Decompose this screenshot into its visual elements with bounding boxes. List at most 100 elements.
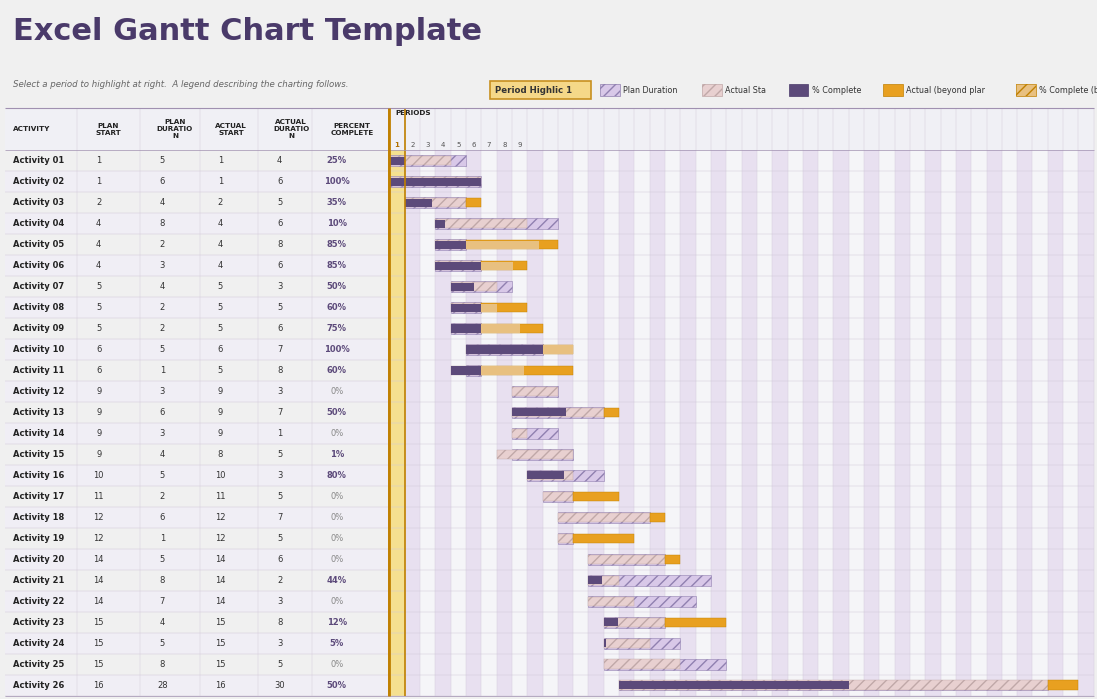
Bar bbox=[389, 108, 405, 696]
Text: 4: 4 bbox=[97, 261, 101, 270]
Text: 8: 8 bbox=[160, 660, 165, 668]
Bar bbox=[1002, 108, 1017, 696]
Text: 9: 9 bbox=[97, 429, 101, 438]
Text: 11: 11 bbox=[93, 492, 104, 500]
Bar bbox=[619, 679, 1048, 691]
Text: Activity 05: Activity 05 bbox=[13, 240, 65, 249]
Text: 100%: 100% bbox=[324, 178, 350, 186]
Text: 15: 15 bbox=[215, 660, 226, 668]
Bar bbox=[603, 638, 649, 648]
Text: 9: 9 bbox=[218, 387, 223, 396]
Bar bbox=[603, 617, 665, 628]
Text: 4: 4 bbox=[218, 261, 223, 270]
Text: 5: 5 bbox=[278, 303, 282, 312]
Text: 0%: 0% bbox=[330, 555, 343, 563]
Bar bbox=[389, 156, 451, 166]
Bar bbox=[389, 176, 482, 187]
Text: 10: 10 bbox=[215, 471, 226, 480]
Text: 6: 6 bbox=[160, 408, 165, 417]
Text: 4: 4 bbox=[278, 157, 282, 165]
Bar bbox=[955, 108, 971, 696]
Text: PLAN
DURATIO
N: PLAN DURATIO N bbox=[157, 120, 193, 139]
Text: 5: 5 bbox=[278, 660, 282, 668]
Bar bbox=[482, 324, 520, 333]
Bar bbox=[512, 407, 603, 418]
Bar bbox=[389, 178, 482, 186]
Text: 60%: 60% bbox=[327, 303, 347, 312]
Bar bbox=[436, 219, 444, 228]
Text: 4: 4 bbox=[97, 240, 101, 249]
Bar bbox=[702, 84, 722, 96]
Text: 3: 3 bbox=[278, 471, 282, 480]
Bar bbox=[512, 408, 566, 417]
Text: 1: 1 bbox=[160, 534, 165, 542]
Text: 9: 9 bbox=[97, 408, 101, 417]
Text: 4: 4 bbox=[97, 219, 101, 228]
Text: Activity 07: Activity 07 bbox=[13, 282, 65, 291]
Text: 9: 9 bbox=[518, 142, 522, 148]
Text: Actual (beyond plar: Actual (beyond plar bbox=[906, 86, 985, 94]
Text: 2: 2 bbox=[160, 303, 165, 312]
Bar bbox=[5, 549, 389, 570]
Text: 5: 5 bbox=[160, 345, 165, 354]
Text: Activity 18: Activity 18 bbox=[13, 513, 65, 521]
Text: 10%: 10% bbox=[327, 219, 347, 228]
Bar bbox=[558, 512, 649, 522]
Text: 5: 5 bbox=[218, 324, 223, 333]
Bar bbox=[436, 240, 466, 249]
Text: 3: 3 bbox=[278, 282, 282, 291]
Text: 1: 1 bbox=[97, 178, 101, 186]
Text: 11: 11 bbox=[215, 492, 226, 500]
Text: Select a period to highlight at right.  A legend describing the charting follows: Select a period to highlight at right. A… bbox=[13, 80, 349, 89]
Bar bbox=[742, 108, 757, 696]
Bar bbox=[451, 282, 497, 291]
Text: Activity 17: Activity 17 bbox=[13, 492, 65, 500]
Text: Activity 22: Activity 22 bbox=[13, 597, 65, 605]
Bar bbox=[512, 387, 558, 396]
Bar bbox=[512, 428, 558, 439]
Bar bbox=[436, 108, 451, 696]
Bar bbox=[558, 108, 573, 696]
Text: 14: 14 bbox=[93, 555, 104, 563]
Bar bbox=[5, 339, 389, 360]
Text: 8: 8 bbox=[278, 240, 282, 249]
Bar bbox=[588, 108, 603, 696]
Bar bbox=[588, 575, 619, 585]
Text: 9: 9 bbox=[218, 408, 223, 417]
Bar bbox=[680, 108, 695, 696]
Bar bbox=[482, 303, 528, 312]
Text: PLAN
START: PLAN START bbox=[95, 123, 121, 136]
Text: 15: 15 bbox=[93, 660, 104, 668]
Text: 2: 2 bbox=[410, 142, 415, 148]
Text: 15: 15 bbox=[93, 639, 104, 647]
Bar bbox=[558, 533, 573, 543]
Text: 100%: 100% bbox=[324, 345, 350, 354]
Bar bbox=[895, 108, 911, 696]
Text: Activity 09: Activity 09 bbox=[13, 324, 65, 333]
Text: 12: 12 bbox=[215, 534, 226, 542]
Text: ACTIVITY: ACTIVITY bbox=[13, 127, 50, 132]
Text: 8: 8 bbox=[278, 618, 282, 626]
Text: 12%: 12% bbox=[327, 618, 347, 626]
Bar bbox=[405, 108, 420, 696]
Text: 8: 8 bbox=[160, 576, 165, 584]
Bar bbox=[528, 470, 603, 481]
Bar bbox=[619, 108, 634, 696]
Bar bbox=[451, 324, 482, 333]
Text: 60%: 60% bbox=[327, 366, 347, 375]
Bar bbox=[543, 108, 558, 696]
Bar bbox=[1048, 680, 1078, 690]
Text: 7: 7 bbox=[278, 345, 282, 354]
Text: 6: 6 bbox=[278, 261, 282, 270]
Bar bbox=[436, 261, 482, 270]
Bar bbox=[600, 84, 620, 96]
Text: 9: 9 bbox=[97, 450, 101, 459]
Bar bbox=[757, 108, 772, 696]
Text: 2: 2 bbox=[160, 324, 165, 333]
Text: 2: 2 bbox=[218, 199, 223, 207]
Text: 5: 5 bbox=[160, 555, 165, 563]
Bar bbox=[649, 512, 665, 522]
Text: Excel Gantt Chart Template: Excel Gantt Chart Template bbox=[13, 17, 483, 46]
Text: 12: 12 bbox=[93, 513, 104, 521]
Bar bbox=[1078, 108, 1094, 696]
